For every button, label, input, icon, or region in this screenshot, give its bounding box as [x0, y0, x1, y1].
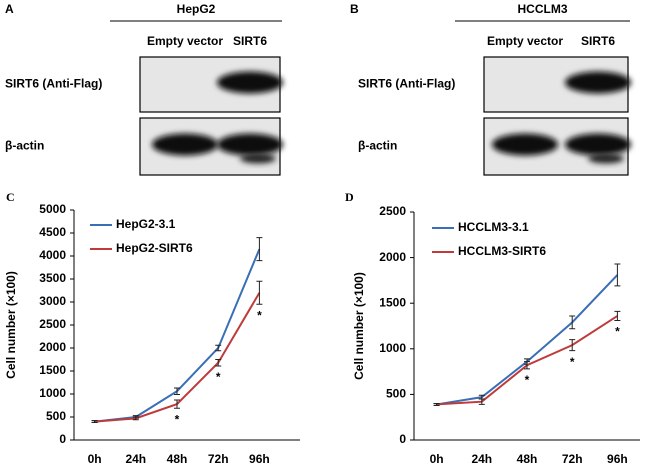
y-tick-label: 2500 [39, 317, 66, 331]
panel-label: C [6, 190, 15, 204]
y-tick-label: 5000 [39, 202, 66, 216]
x-tick-label: 48h [517, 452, 538, 466]
x-tick-label: 72h [562, 452, 583, 466]
y-tick-label: 3500 [39, 271, 66, 285]
blot-band [217, 71, 283, 94]
blot-band [588, 153, 624, 164]
cell-line: HCCLM3 [518, 2, 568, 16]
significance-mark: * [525, 373, 530, 387]
y-axis-label: Cell number (×100) [352, 272, 366, 380]
error-bar [215, 344, 222, 352]
y-tick-label: 4500 [39, 225, 66, 239]
blot-band [152, 133, 218, 156]
legend-label: HepG2-3.1 [116, 217, 176, 231]
y-tick-label: 500 [46, 409, 66, 423]
x-tick-label: 72h [208, 452, 229, 466]
y-tick-label: 1500 [379, 295, 406, 309]
error-bar [132, 416, 139, 421]
row-label: β-actin [358, 139, 397, 153]
y-tick-label: 2500 [379, 204, 406, 218]
panel-label: D [345, 190, 354, 204]
y-axis-label: Cell number (×100) [4, 271, 18, 379]
error-bar [614, 263, 621, 287]
blot-band [565, 71, 631, 94]
legend-label: HCCLM3-SIRT6 [458, 244, 546, 258]
legend-label: HepG2-SIRT6 [116, 241, 193, 255]
error-bar [174, 387, 180, 395]
significance-mark: * [175, 412, 180, 426]
y-tick-label: 2000 [39, 340, 66, 354]
x-tick-label: 48h [167, 452, 188, 466]
x-tick-label: 24h [471, 452, 492, 466]
y-tick-label: 1000 [39, 386, 66, 400]
error-bar [256, 237, 263, 262]
legend-label: HCCLM3-3.1 [458, 220, 529, 234]
cell-line: HepG2 [177, 2, 216, 16]
lane-label: SIRT6 [233, 34, 267, 48]
error-bar [569, 315, 576, 330]
y-tick-label: 1000 [379, 341, 406, 355]
panel-label: A [5, 2, 14, 16]
blot-band [240, 153, 276, 164]
error-bar [524, 361, 530, 370]
error-bar [614, 310, 621, 322]
significance-mark: * [216, 370, 221, 384]
error-bar [174, 399, 180, 409]
y-tick-label: 1500 [39, 363, 66, 377]
error-bar [256, 280, 263, 305]
x-tick-label: 0h [430, 452, 444, 466]
error-bar [478, 398, 485, 405]
lane-label: SIRT6 [581, 34, 615, 48]
row-label: β-actin [5, 139, 44, 153]
error-bar [215, 359, 222, 367]
panel-label: B [350, 2, 359, 16]
x-tick-label: 0h [88, 452, 102, 466]
row-label: SIRT6 (Anti-Flag) [5, 77, 102, 91]
y-tick-label: 0 [59, 432, 66, 446]
y-tick-label: 500 [386, 387, 406, 401]
x-tick-label: 96h [607, 452, 628, 466]
blot-band [565, 133, 631, 156]
row-label: SIRT6 (Anti-Flag) [358, 77, 455, 91]
y-tick-label: 0 [399, 432, 406, 446]
x-tick-label: 96h [249, 452, 270, 466]
y-tick-label: 4000 [39, 248, 66, 262]
significance-mark: * [570, 355, 575, 369]
y-tick-label: 2000 [379, 250, 406, 264]
x-tick-label: 24h [125, 452, 146, 466]
error-bar [433, 403, 440, 406]
error-bar [91, 420, 98, 424]
lane-label: Empty vector [487, 34, 563, 48]
blot-band [217, 133, 283, 156]
significance-mark: * [257, 308, 262, 322]
y-tick-label: 3000 [39, 294, 66, 308]
error-bar [569, 339, 576, 352]
significance-mark: * [615, 325, 620, 339]
blot-band [492, 133, 558, 156]
lane-label: Empty vector [147, 34, 223, 48]
